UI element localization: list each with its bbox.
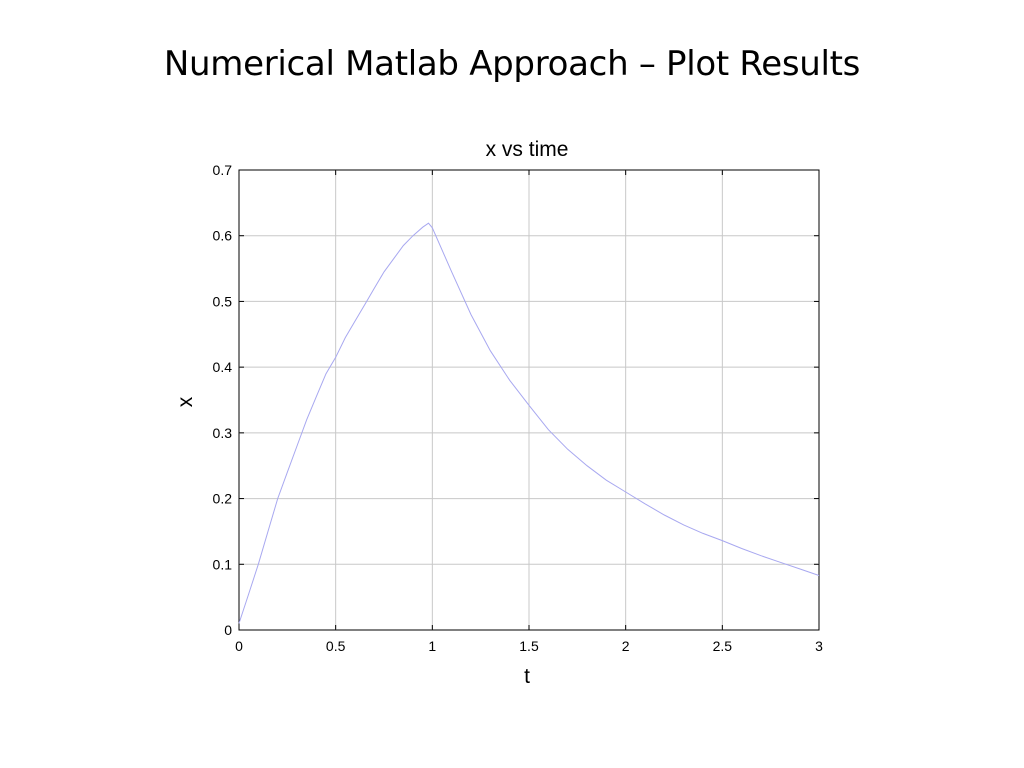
y-tick-label: 0.4: [213, 359, 233, 375]
x-tick-label: 2.5: [713, 638, 733, 654]
x-tick-label: 0: [235, 638, 243, 654]
x-axis-label: t: [524, 665, 530, 688]
x-tick-label: 0.5: [326, 638, 346, 654]
y-tick-label: 0.1: [213, 556, 233, 572]
chart-title: x vs time: [486, 138, 569, 161]
y-tick-label: 0: [224, 622, 232, 638]
y-axis-label: x: [174, 396, 197, 407]
x-tick-label: 2: [622, 638, 630, 654]
series-line: [238, 222, 820, 624]
y-tick-label: 0.2: [213, 491, 233, 507]
x-tick-label: 3: [815, 638, 823, 654]
y-tick-label: 0.5: [213, 293, 233, 309]
y-tick-label: 0.3: [213, 425, 233, 441]
x-tick-label: 1.5: [519, 638, 539, 654]
x-tick-label: 1: [428, 638, 436, 654]
slide-title: Numerical Matlab Approach – Plot Results: [163, 44, 861, 84]
y-tick-label: 0.6: [213, 228, 233, 244]
y-tick-label: 0.7: [213, 162, 233, 178]
